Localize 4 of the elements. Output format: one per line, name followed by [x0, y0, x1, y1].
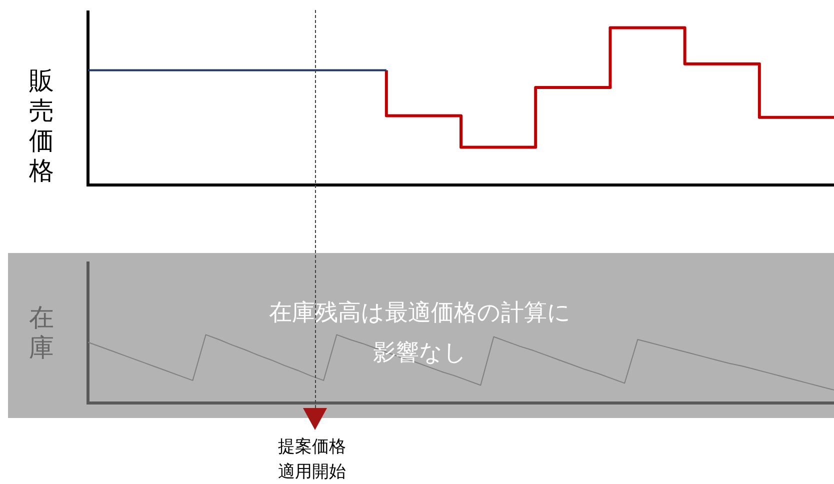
annotation: 在庫残高は最適価格の計算に影響なし [268, 299, 572, 368]
text: 提案価格適用開始 [277, 436, 347, 484]
y-axis-title: 在庫 [28, 303, 55, 363]
y-axis-title: 販売価格 [28, 66, 55, 186]
